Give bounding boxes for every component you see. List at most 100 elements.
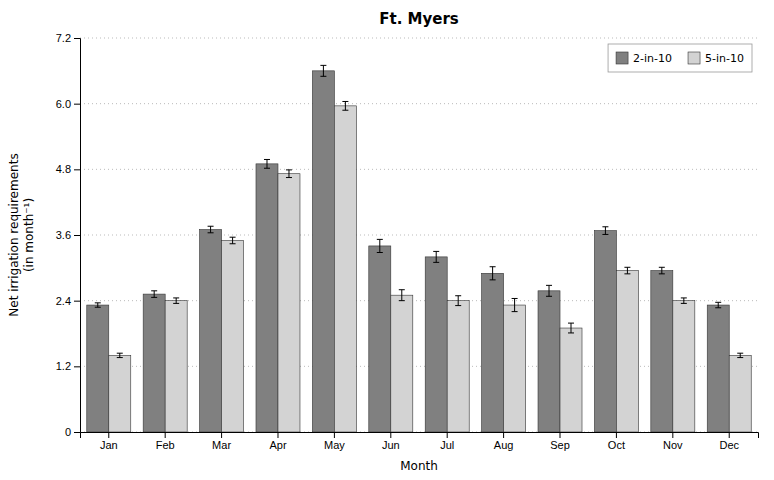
x-tick-label: Apr [269, 439, 286, 451]
y-axis-title: Net irrigation requirements(in month⁻¹) [7, 153, 36, 316]
bar [143, 294, 165, 432]
x-tick-label: Aug [494, 439, 514, 451]
error-bars [95, 65, 721, 307]
grid-line [80, 103, 758, 104]
x-tick-mark [447, 432, 448, 438]
x-tick-mark [729, 432, 730, 438]
x-tick: Jan [100, 432, 118, 451]
x-tick: Apr [269, 432, 286, 451]
error-bar [377, 239, 383, 252]
y-tick-label: 3.6 [56, 229, 71, 241]
bar [425, 257, 447, 432]
bar [651, 271, 673, 432]
legend-label: 2-in-10 [633, 52, 672, 65]
x-tick-label: Jul [440, 439, 454, 451]
series [87, 71, 729, 432]
error-bar [624, 267, 630, 274]
error-bar [455, 296, 461, 306]
error-bar [737, 353, 743, 357]
bar [673, 301, 695, 432]
grid [80, 38, 758, 432]
error-bar [602, 227, 608, 235]
x-tick-label: Nov [663, 439, 683, 451]
x-tick-label: Jan [100, 439, 118, 451]
x-tick-label: Feb [156, 439, 175, 451]
legend: 2-in-105-in-10 [608, 44, 752, 72]
y-tick-label: 1.2 [56, 360, 71, 372]
y-tick-label: 0 [65, 426, 71, 438]
x-tick-mark [560, 432, 561, 438]
bar [707, 305, 729, 432]
y-tick: 4.8 [56, 163, 80, 175]
bar [616, 271, 638, 432]
y-tick-mark [74, 432, 80, 433]
y-axis-line [74, 39, 81, 433]
bar [369, 246, 391, 432]
y-tick-mark [74, 301, 80, 302]
bar [109, 355, 131, 432]
series [109, 106, 751, 432]
x-tick: Jun [382, 432, 400, 451]
bar [391, 295, 413, 432]
x-axis-title: Month [400, 459, 438, 473]
bar [222, 240, 244, 432]
x-tick-mark [616, 432, 617, 438]
error-bar [117, 353, 123, 357]
x-tick: Aug [494, 432, 514, 451]
error-bar [490, 267, 496, 280]
y-axis: 0 1.2 2.4 3.6 4.8 6.0 7.2 [56, 32, 81, 438]
x-tick-label: Oct [608, 439, 625, 451]
y-axis-title-line: Net irrigation requirements [7, 153, 21, 316]
bar [256, 164, 278, 432]
bar [504, 305, 526, 432]
error-bar [151, 291, 157, 298]
bar [200, 230, 222, 432]
error-bar [546, 285, 552, 296]
legend-swatch [616, 52, 628, 64]
error-bar [286, 170, 292, 178]
x-tick: Oct [608, 432, 625, 451]
y-axis-title-line: (in month⁻¹) [22, 198, 36, 272]
y-tick-mark [74, 235, 80, 236]
y-tick-label: 7.2 [56, 32, 71, 44]
x-tick: Jul [440, 432, 454, 451]
bar [334, 106, 356, 432]
error-bar [715, 302, 721, 307]
error-bar [681, 298, 687, 303]
y-tick-mark [74, 366, 80, 367]
error-bar [95, 303, 101, 307]
x-tick-mark [503, 432, 504, 438]
y-tick: 1.2 [56, 360, 80, 372]
error-bar [399, 290, 405, 301]
x-tick: Sep [550, 432, 570, 451]
y-tick-mark [74, 169, 80, 170]
grid-line [80, 169, 758, 170]
x-tick: May [324, 432, 345, 451]
x-tick-label: Dec [719, 439, 739, 451]
error-bars [117, 101, 743, 357]
x-axis: Jan Feb Mar Apr May Jun Jul Aug Sep Oct Nov Dec [81, 432, 759, 451]
x-tick: Nov [663, 432, 683, 451]
chart-svg: 0 1.2 2.4 3.6 4.8 6.0 7.2 Jan Feb Mar Apr May Jun Jul… [0, 0, 774, 480]
y-tick: 6.0 [56, 98, 80, 110]
bar [538, 291, 560, 432]
grid-line [80, 235, 758, 236]
error-bar [433, 251, 439, 262]
bar [165, 301, 187, 432]
title: Ft. Myers [379, 10, 459, 28]
y-tick-mark [74, 104, 80, 105]
y-tick-label: 2.4 [56, 295, 71, 307]
x-tick-mark [277, 432, 278, 438]
plot: 0 1.2 2.4 3.6 4.8 6.0 7.2 Jan Feb Mar Apr May Jun Jul… [56, 32, 759, 451]
error-bar [512, 298, 518, 311]
error-bar [208, 226, 214, 233]
x-tick-mark [108, 432, 109, 438]
x-tick: Mar [212, 432, 231, 451]
x-tick-mark [390, 432, 391, 438]
y-tick-label: 6.0 [56, 98, 71, 110]
y-tick: 7.2 [56, 32, 80, 44]
x-tick-mark [334, 432, 335, 438]
chart-container: 0 1.2 2.4 3.6 4.8 6.0 7.2 Jan Feb Mar Apr May Jun Jul… [0, 0, 774, 480]
x-tick: Dec [719, 432, 739, 451]
x-tick-label: Sep [550, 439, 570, 451]
